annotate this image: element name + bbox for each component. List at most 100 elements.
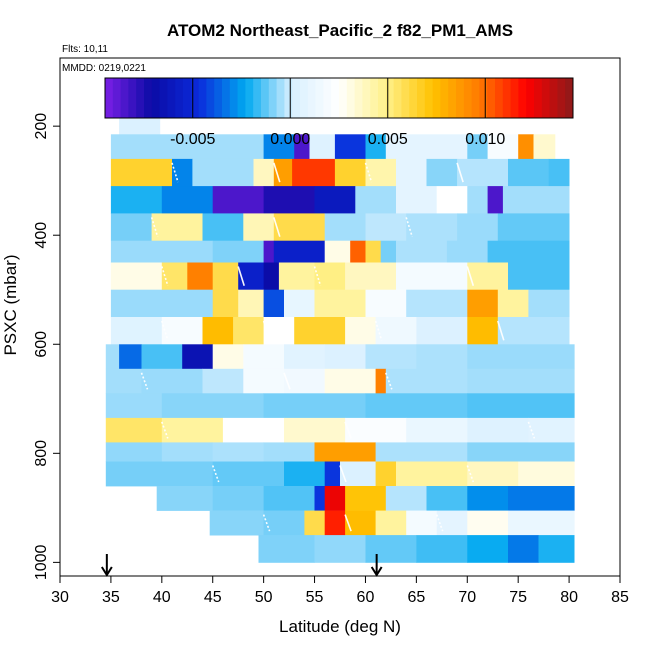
y-tick-label: 1000: [33, 544, 50, 580]
heatmap-cell: [538, 535, 575, 563]
heatmap-cell: [487, 186, 504, 214]
heatmap-cell: [212, 461, 285, 487]
colorbar-swatch: [541, 78, 551, 118]
heatmap-cell: [518, 461, 575, 487]
flight-track-line: [527, 421, 536, 439]
colorbar-swatch: [315, 78, 324, 118]
heatmap-cell: [406, 213, 458, 242]
x-axis-label: Latitude (deg N): [279, 617, 401, 636]
flights-label: Flts: 10,11: [62, 44, 108, 55]
heatmap-cell: [105, 393, 163, 419]
heatmap-cell: [467, 461, 519, 487]
heatmap-cell: [243, 344, 285, 370]
heatmap-cell: [309, 134, 336, 160]
latitude-markers: [100, 554, 383, 577]
heatmap-cell: [212, 486, 264, 511]
heatmap-cell: [294, 317, 346, 345]
colorbar-swatch: [479, 78, 488, 118]
chart-title: ATOM2 Northeast_Pacific_2 f82_PM1_AMS: [167, 21, 513, 40]
colorbar-swatch: [276, 78, 285, 118]
heatmap-cell: [406, 510, 438, 536]
x-tick-label: 35: [102, 589, 120, 606]
heatmap-cell: [263, 134, 295, 160]
heatmap-cell: [406, 417, 468, 443]
colorbar-swatch: [144, 78, 153, 118]
heatmap-cell: [212, 262, 239, 291]
heatmap-cell: [365, 393, 468, 419]
heatmap-cell: [467, 417, 529, 443]
heatmap-cell: [426, 158, 458, 187]
heatmap-cell: [396, 461, 468, 487]
heatmap-cell: [192, 158, 254, 187]
heatmap-cells: [105, 112, 575, 563]
heatmap-cell: [187, 262, 214, 291]
heatmap-cell: [105, 417, 163, 443]
heatmap-cell: [294, 134, 310, 160]
heatmap-cell: [151, 213, 203, 242]
heatmap-cell: [110, 186, 163, 214]
heatmap-cell: [284, 417, 346, 443]
heatmap-cell: [119, 344, 142, 370]
heatmap-cell: [110, 213, 152, 242]
y-tick-label: 200: [33, 113, 50, 140]
heatmap-cell: [273, 213, 326, 242]
heatmap-cell: [406, 289, 468, 318]
heatmap-cell: [375, 368, 387, 394]
colorbar-swatch: [222, 78, 231, 118]
heatmap-cell: [304, 510, 326, 536]
flight-track-line: [344, 514, 352, 532]
heatmap-cell: [396, 262, 468, 291]
heatmap-cell: [263, 289, 285, 318]
colorbar-swatch: [105, 78, 114, 118]
colorbar-swatch: [300, 78, 309, 118]
colorbar-tick-label: 0.005: [368, 131, 408, 148]
heatmap-cell: [467, 393, 575, 419]
flight-track-line: [140, 372, 149, 390]
colorbar-swatch: [346, 78, 356, 118]
heatmap-cell: [314, 186, 356, 214]
heatmap-cell: [263, 186, 315, 214]
heatmap-cell: [508, 158, 550, 187]
flight-track-line: [150, 217, 159, 237]
heatmap-cell: [385, 134, 468, 160]
heatmap-cell: [212, 186, 264, 214]
heatmap-cell: [416, 317, 468, 345]
colorbar-swatch: [471, 78, 480, 118]
heatmap-cell: [365, 535, 417, 563]
heatmap-cell: [314, 262, 346, 291]
heatmap-cell: [365, 213, 407, 242]
flight-track-line: [283, 372, 291, 390]
flight-track-line: [262, 514, 271, 532]
heatmap-cell: [258, 535, 315, 563]
heatmap-cell: [238, 262, 265, 291]
heatmap-cell: [487, 240, 570, 263]
colorbar-swatch: [510, 78, 519, 118]
colorbar-swatch: [557, 78, 566, 118]
heatmap-cell: [467, 289, 499, 318]
heatmap-cell: [385, 368, 468, 394]
colorbar-swatch: [284, 78, 293, 118]
heatmap-cell: [243, 368, 285, 394]
heatmap-cell: [365, 134, 387, 160]
heatmap-cell: [324, 461, 341, 487]
heatmap-cell: [345, 317, 376, 345]
heatmap-cell: [528, 289, 570, 318]
flight-track-line: [161, 266, 169, 286]
heatmap-cell: [467, 486, 509, 511]
heatmap-cell: [263, 262, 280, 291]
heatmap-cell: [238, 289, 265, 318]
heatmap-cell: [375, 510, 407, 536]
colorbar-swatch: [261, 78, 270, 118]
colorbar-swatch: [159, 78, 168, 118]
heatmap-cell: [416, 344, 468, 370]
heatmap-cell: [161, 442, 214, 462]
colorbar-swatch: [354, 78, 363, 118]
heatmap-cell: [324, 213, 366, 242]
heatmap-cell: [263, 486, 315, 511]
colorbar-swatch: [378, 78, 387, 118]
colorbar-swatch: [175, 78, 184, 118]
heatmap-cell: [502, 186, 570, 214]
flight-track-line: [466, 266, 475, 286]
heatmap-cell: [110, 158, 173, 187]
heatmap-cell: [467, 317, 499, 345]
